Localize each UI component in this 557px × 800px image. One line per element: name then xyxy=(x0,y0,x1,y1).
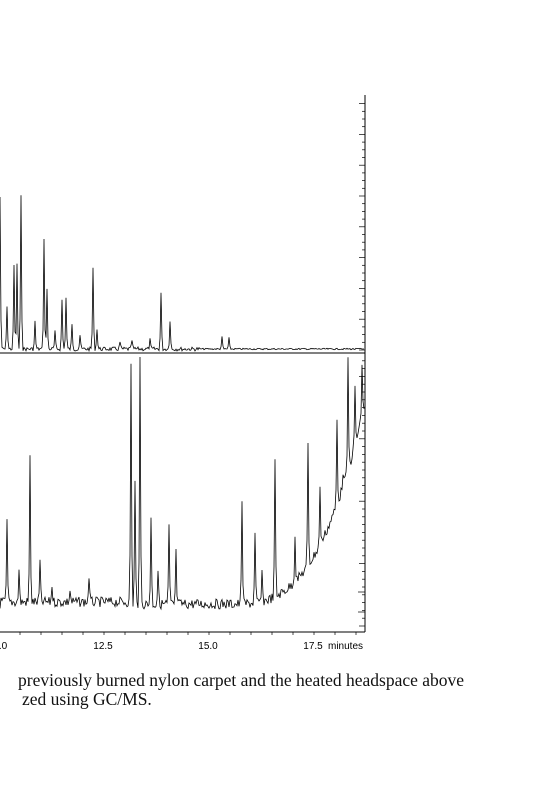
axis-ticks xyxy=(19,103,365,635)
x-tick-label: 12.5 xyxy=(93,641,113,652)
caption-line: previously burned nylon carpet and the h… xyxy=(18,670,464,690)
x-tick-label: 17.5 xyxy=(303,641,323,652)
x-unit: minutes xyxy=(328,641,363,652)
x-tick-label: .0 xyxy=(0,641,8,652)
caption-line: zed using GC/MS. xyxy=(22,689,152,709)
chromatogram-top xyxy=(0,195,364,353)
x-tick-label: 15.0 xyxy=(198,641,218,652)
chromatogram-bottom xyxy=(0,356,365,611)
